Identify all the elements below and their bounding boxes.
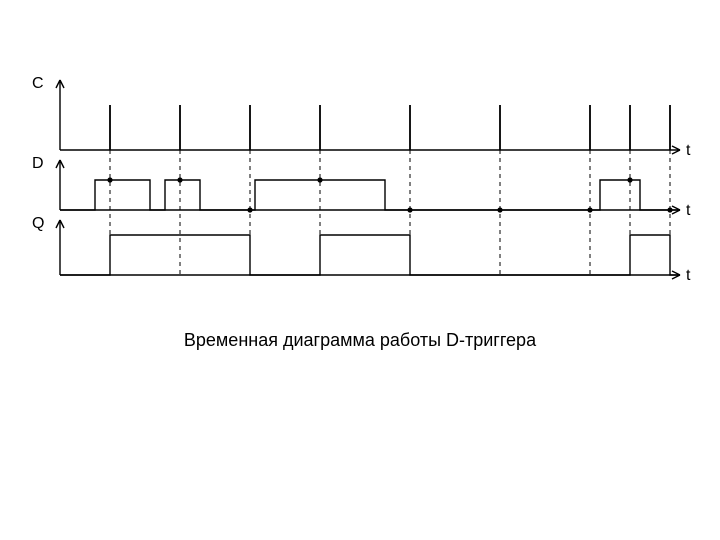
svg-text:t: t — [686, 267, 691, 284]
diagram-caption: Временная диаграмма работы D-триггера — [0, 330, 720, 351]
svg-text:t: t — [686, 202, 691, 219]
svg-text:D: D — [32, 155, 44, 172]
svg-text:Q: Q — [32, 215, 44, 232]
svg-text:С: С — [32, 75, 44, 92]
svg-text:t: t — [686, 142, 691, 159]
diagram-canvas: Сt Dt Qt Временная диаграмма работы D-триг… — [0, 0, 720, 540]
timing-diagram-svg: Сt Dt Qt — [0, 0, 720, 540]
